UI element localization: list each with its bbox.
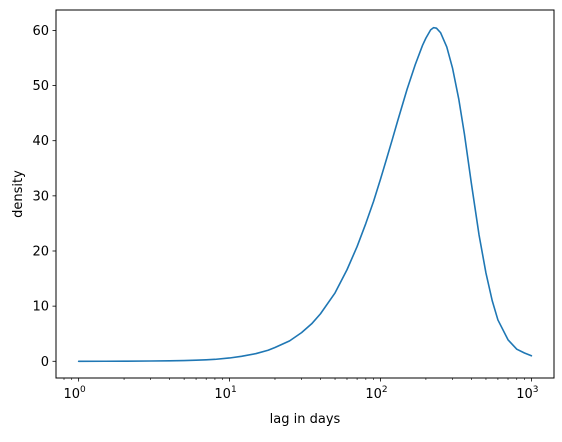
series-line-0: [77, 26, 533, 363]
y-tick-label-5: 50: [32, 79, 49, 94]
y-tick-label-1: 10: [32, 300, 49, 315]
x-tick-label-base: 10: [63, 387, 80, 402]
y-axis-label: density: [11, 170, 26, 218]
x-tick-label-exponent: 3: [533, 385, 539, 395]
x-tick-label-exponent: 2: [382, 385, 388, 395]
x-tick-label-1: 101: [214, 385, 236, 402]
x-tick-label-2: 102: [365, 385, 387, 402]
x-tick-label-0: 100: [63, 385, 86, 402]
x-axis-label: lag in days: [270, 412, 341, 427]
y-tick-label-3: 30: [32, 189, 49, 204]
y-tick-label-6: 60: [32, 24, 49, 39]
y-tick-label-4: 40: [32, 134, 49, 149]
x-tick-label-base: 10: [214, 387, 231, 402]
x-tick-label-base: 10: [365, 387, 382, 402]
y-tick-label-2: 20: [32, 244, 49, 259]
x-tick-label-exponent: 1: [231, 385, 237, 395]
x-tick-label-base: 10: [516, 387, 533, 402]
x-tick-label-3: 103: [516, 385, 538, 402]
plot-frame: [55, 9, 555, 379]
x-tick-label-exponent: 0: [80, 385, 86, 395]
y-tick-label-0: 0: [41, 355, 49, 370]
series-layer: [77, 26, 533, 363]
plot-area: [56, 10, 554, 378]
